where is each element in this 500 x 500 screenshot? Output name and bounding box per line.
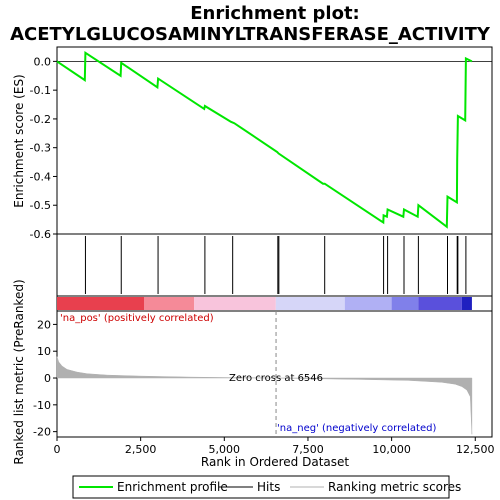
metric-y-tick-label: 20 xyxy=(37,318,51,331)
x-tick-label: 10,000 xyxy=(372,443,411,456)
gradient-bar-segment xyxy=(461,297,472,310)
x-tick-label: 5,000 xyxy=(209,443,241,456)
es-y-tick-label: -0.2 xyxy=(30,113,51,126)
metric-y-tick-label: -20 xyxy=(33,426,51,439)
x-tick-label: 12,500 xyxy=(456,443,495,456)
legend-box xyxy=(72,475,450,499)
es-y-tick-label: -0.3 xyxy=(30,142,51,155)
metric-plot-frame xyxy=(56,310,493,438)
es-y-tick-label: -0.6 xyxy=(30,228,51,241)
x-tick-label: 2,500 xyxy=(125,443,157,456)
gradient-bar-segment xyxy=(418,297,462,310)
es-y-tick-label: -0.5 xyxy=(30,199,51,212)
gradient-bar-segment xyxy=(391,297,419,310)
gradient-bar-segment xyxy=(144,297,195,310)
x-tick-label: 0 xyxy=(54,443,61,456)
hits-panel xyxy=(56,233,493,297)
gradient-bar-segment xyxy=(57,297,144,310)
legend: Enrichment profile Hits Ranking metric s… xyxy=(72,475,461,499)
enrichment-profile-line xyxy=(56,50,473,229)
es-y-tick-label: -0.4 xyxy=(30,170,51,183)
legend-hits-label: Hits xyxy=(257,480,280,494)
negative-correlated-label: 'na_neg' (negatively correlated) xyxy=(277,423,436,434)
x-tick-label: 7,500 xyxy=(292,443,324,456)
chart-title-line1: Enrichment plot: xyxy=(190,3,360,24)
es-y-axis-label: Enrichment score (ES) xyxy=(12,74,26,207)
metric-y-tick-label: 10 xyxy=(37,345,51,358)
metric-y-tick-label: -10 xyxy=(33,399,51,412)
gradient-bar-panel xyxy=(56,295,493,312)
es-y-tick-label: 0.0 xyxy=(34,55,52,68)
positive-correlated-label: 'na_pos' (positively correlated) xyxy=(60,313,214,324)
gradient-bar-segment xyxy=(194,297,276,310)
legend-profile-label: Enrichment profile xyxy=(117,480,228,494)
gradient-bar-segment xyxy=(344,297,392,310)
chart-title-line2: ACETYLGLUCOSAMINYLTRANSFERASE_ACTIVITY xyxy=(10,24,491,45)
metric-y-tick-label: 0 xyxy=(44,372,51,385)
metric-panel: 20 10 0 -10 -20 Zero cross at 6546 'na_pos' … xyxy=(33,310,493,439)
x-axis-label: Rank in Ordered Dataset xyxy=(201,455,349,469)
legend-metric-label: Ranking metric scores xyxy=(328,480,461,494)
es-y-tick-label: -0.1 xyxy=(30,84,51,97)
gradient-bar-segment xyxy=(275,297,345,310)
zero-cross-label: Zero cross at 6546 xyxy=(229,373,323,384)
metric-y-axis-label: Ranked list metric (PreRanked) xyxy=(12,279,26,464)
es-panel: 0.0 -0.1 -0.2 -0.3 -0.4 -0.5 -0.6 xyxy=(30,46,493,241)
hits-frame xyxy=(56,233,493,297)
es-plot-frame xyxy=(56,46,493,235)
